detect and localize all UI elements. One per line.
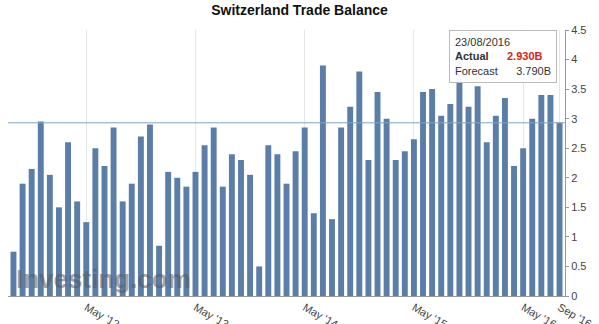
svg-text:2.5: 2.5: [571, 142, 586, 154]
svg-text:4.5: 4.5: [571, 24, 586, 36]
svg-text:0: 0: [571, 290, 577, 302]
svg-text:Sep '16: Sep '16: [556, 301, 594, 324]
svg-text:0.5: 0.5: [571, 260, 586, 272]
svg-text:3.5: 3.5: [571, 83, 586, 95]
svg-text:May '15: May '15: [410, 301, 449, 324]
svg-text:May '14: May '14: [301, 301, 340, 324]
svg-text:May '12: May '12: [83, 301, 122, 324]
svg-text:May '16: May '16: [519, 301, 558, 324]
svg-text:May '13: May '13: [192, 301, 231, 324]
svg-text:23/08/2016Actual 2.930BFo: 23/08/2016Actual 2.930BForecast 3.790B: [455, 36, 551, 77]
svg-text:Investing.com: Investing.com: [16, 264, 191, 294]
svg-text:1: 1: [571, 231, 577, 243]
svg-text:Switzerland Trade Balance: Switzerland Trade Balance: [211, 2, 388, 18]
svg-text:4: 4: [571, 53, 577, 65]
svg-text:1.5: 1.5: [571, 201, 586, 213]
svg-text:3: 3: [571, 113, 577, 125]
svg-text:2: 2: [571, 172, 577, 184]
